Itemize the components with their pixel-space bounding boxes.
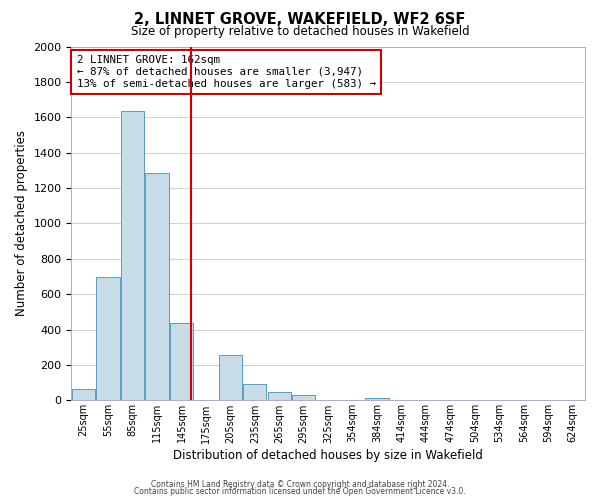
Bar xyxy=(243,384,266,400)
Text: Contains public sector information licensed under the Open Government Licence v3: Contains public sector information licen… xyxy=(134,487,466,496)
Text: 2 LINNET GROVE: 162sqm
← 87% of detached houses are smaller (3,947)
13% of semi-: 2 LINNET GROVE: 162sqm ← 87% of detached… xyxy=(77,56,376,88)
Bar xyxy=(121,111,144,401)
Bar xyxy=(72,389,95,400)
Text: 2, LINNET GROVE, WAKEFIELD, WF2 6SF: 2, LINNET GROVE, WAKEFIELD, WF2 6SF xyxy=(134,12,466,28)
X-axis label: Distribution of detached houses by size in Wakefield: Distribution of detached houses by size … xyxy=(173,450,483,462)
Bar xyxy=(268,392,291,400)
Text: Contains HM Land Registry data © Crown copyright and database right 2024.: Contains HM Land Registry data © Crown c… xyxy=(151,480,449,489)
Bar xyxy=(292,395,316,400)
Text: Size of property relative to detached houses in Wakefield: Size of property relative to detached ho… xyxy=(131,25,469,38)
Bar xyxy=(219,356,242,401)
Y-axis label: Number of detached properties: Number of detached properties xyxy=(15,130,28,316)
Bar xyxy=(170,322,193,400)
Bar xyxy=(365,398,389,400)
Bar xyxy=(97,278,120,400)
Bar xyxy=(145,173,169,400)
